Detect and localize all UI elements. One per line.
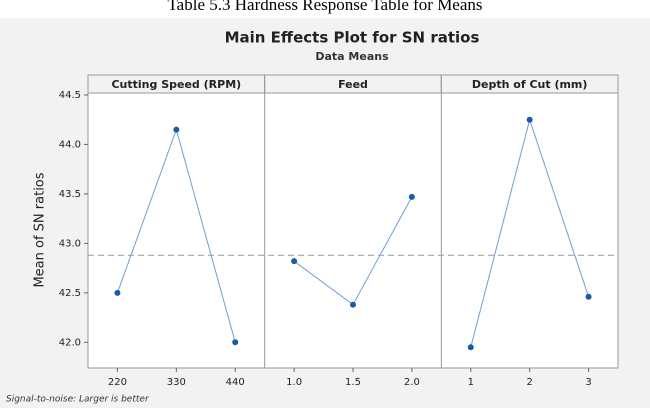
point xyxy=(467,344,474,351)
point xyxy=(114,289,121,296)
y-tick-label: 43.0 xyxy=(59,238,81,249)
point xyxy=(408,193,415,200)
x-tick-label: 2 xyxy=(526,377,532,388)
chart-title: Main Effects Plot for SN ratios xyxy=(225,29,480,47)
chart-subtitle: Data Means xyxy=(315,50,389,63)
x-tick-label: 330 xyxy=(167,377,186,388)
panel-title: Feed xyxy=(338,78,368,91)
x-tick-label: 1.0 xyxy=(286,377,302,388)
x-tick-label: 2.0 xyxy=(404,377,420,388)
point xyxy=(291,258,298,265)
y-tick-label: 42.5 xyxy=(59,288,81,299)
point xyxy=(232,339,239,346)
x-tick-label: 1.5 xyxy=(345,377,361,388)
y-axis-label: Mean of SN ratios xyxy=(33,172,48,287)
footnote: Signal-to-noise: Larger is better xyxy=(6,395,150,405)
point xyxy=(350,301,356,308)
point xyxy=(585,293,592,300)
y-tick-label: 44.0 xyxy=(59,139,81,150)
x-tick-label: 3 xyxy=(585,377,591,388)
y-tick-label: 44.5 xyxy=(59,90,81,101)
point xyxy=(526,116,533,123)
x-tick-label: 440 xyxy=(226,377,245,388)
x-tick-label: 1 xyxy=(468,377,474,388)
panel-title: Cutting Speed (RPM) xyxy=(111,78,241,91)
point xyxy=(173,126,180,133)
y-tick-label: 43.5 xyxy=(59,189,81,200)
plot-area xyxy=(87,74,619,369)
y-tick-label: 42.0 xyxy=(59,337,81,348)
caption: Table 5.3 Hardness Response Table for Me… xyxy=(167,0,482,14)
panel-title: Depth of Cut (mm) xyxy=(472,78,588,91)
x-tick-label: 220 xyxy=(108,377,127,388)
